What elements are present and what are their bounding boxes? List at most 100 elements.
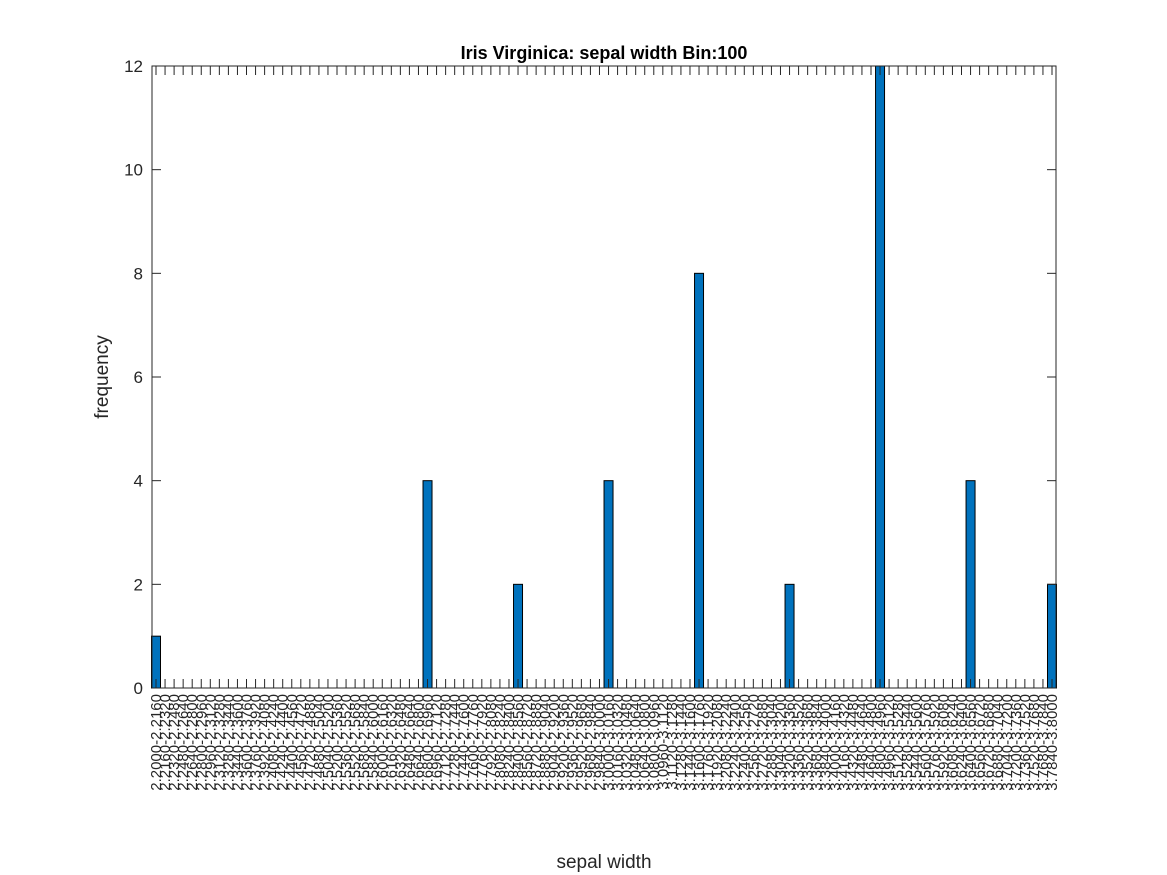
x-tick-label: 2.8240-2.8400 (501, 694, 518, 791)
x-tick-label: 3.5280-3.5440 (899, 694, 916, 791)
x-tick-label: 3.5120-3.5280 (890, 694, 907, 791)
x-tick-label: 3.4320-3.4480 (845, 694, 862, 791)
x-tick-label: 2.5680-2.5840 (356, 694, 373, 791)
x-tick-label: 2.9520-2.9680 (573, 694, 590, 791)
x-tick-label: 2.6800-2.6960 (420, 694, 437, 791)
x-tick-label: 2.8400-2.8560 (510, 694, 527, 791)
x-tick-label: 3.3360-3.3520 (791, 694, 808, 791)
y-tick-label: 10 (124, 161, 143, 180)
x-tick-label: 3.2400-3.2560 (736, 694, 753, 791)
x-tick-label: 3.5600-3.5760 (917, 694, 934, 791)
x-tick-label: 2.3600-2.3760 (239, 694, 256, 791)
x-tick-label: 3.4000-3.4160 (827, 694, 844, 791)
x-tick-label: 2.2640-2.2800 (184, 694, 201, 791)
x-tick-label: 2.5360-2.5520 (338, 694, 355, 791)
x-tick-label: 3.1120-3.1280 (664, 694, 681, 790)
x-tick-label: 2.7440-2.7600 (456, 694, 473, 791)
x-tick-label: 3.0960-3.1120 (655, 694, 672, 790)
x-tick-label: 3.7360-3.7520 (1017, 694, 1034, 791)
x-tick-label: 3.6880-3.7040 (990, 694, 1007, 791)
x-tick-label: 3.1760-3.1920 (700, 694, 717, 791)
x-tick-label: 3.4960-3.5120 (881, 694, 898, 791)
x-tick-label: 3.3840-3.4000 (818, 694, 835, 791)
x-tick-label: 3.2080-3.2240 (718, 694, 735, 791)
x-tick-label: 2.3280-2.3440 (220, 694, 237, 791)
x-tick-label: 2.2320-2.2480 (166, 694, 183, 791)
x-tick-label: 3.3200-3.3360 (782, 694, 799, 791)
x-tick-label: 2.9680-2.9840 (582, 694, 599, 791)
x-tick-label: 3.4640-3.4800 (863, 694, 880, 791)
x-tick-label: 2.7120-2.7280 (438, 694, 455, 791)
x-tick-label: 3.0480-3.0640 (628, 694, 645, 791)
x-tick-label: 2.4880-2.5040 (311, 694, 328, 791)
x-tick-label: 3.7200-3.7360 (1008, 694, 1025, 791)
x-tick-label: 2.4080-2.4240 (266, 694, 283, 791)
x-tick-label: 3.2560-3.2720 (745, 694, 762, 791)
x-tick-label: 2.2000-2.2160 (148, 694, 165, 791)
x-tick-label: 2.4400-2.4560 (284, 694, 301, 791)
bar (513, 583, 524, 689)
x-tick-label: 2.8080-2.8240 (492, 694, 509, 791)
x-tick-label: 2.3440-2.3600 (229, 694, 246, 791)
x-tick-label: 2.3760-2.3920 (248, 694, 265, 791)
x-tick-label: 2.3120-2.3280 (211, 694, 228, 791)
x-tick-label: 2.5840-2.6000 (365, 694, 382, 791)
x-tick-label: 2.4560-2.4720 (293, 694, 310, 791)
bar (784, 583, 795, 689)
x-tick-label: 3.2240-3.2400 (727, 694, 744, 791)
x-tick-label: 2.5200-2.5360 (329, 694, 346, 791)
x-tick-label: 3.1600-3.1760 (691, 694, 708, 791)
x-tick-label: 3.6560-3.6720 (972, 694, 989, 791)
x-tick-label: 3.5920-3.6080 (935, 694, 952, 791)
x-tick-label: 2.3920-2.4080 (257, 694, 274, 791)
x-tick-label: 3.1280-3.1440 (673, 694, 690, 791)
x-tick-label: 3.0640-3.0800 (637, 694, 654, 791)
x-tick-label: 3.1440-3.1600 (682, 694, 699, 791)
x-tick-label: 2.6640-2.6800 (410, 694, 427, 791)
x-tick-label: 2.7280-2.7440 (447, 694, 464, 791)
x-tick-label: 3.3040-3.3200 (772, 694, 789, 791)
x-tick-label: 2.2480-2.2640 (175, 694, 192, 791)
y-tick-label: 2 (134, 575, 143, 594)
x-tick-label: 2.4720-2.4880 (302, 694, 319, 791)
y-tick-label: 12 (124, 57, 143, 76)
x-tick-label: 3.5760-3.5920 (926, 694, 943, 791)
x-tick-label: 3.3520-3.3680 (800, 694, 817, 791)
x-tick-label: 3.0000-3.0160 (601, 694, 618, 791)
bar (875, 65, 886, 689)
x-tick-label: 3.0800-3.0960 (646, 694, 663, 791)
y-axis-label: frequency (92, 335, 113, 419)
x-tick-labels: 2.2000-2.21602.2160-2.23202.2320-2.24802… (148, 694, 1061, 791)
x-tick-label: 2.6960-2.7120 (429, 694, 446, 791)
x-tick-label: 2.9200-2.9360 (555, 694, 572, 791)
x-tick-label: 2.2800-2.2960 (193, 694, 210, 791)
y-tick-label: 0 (134, 679, 143, 698)
x-tick-label: 2.4240-2.4400 (275, 694, 292, 791)
x-tick-label: 2.6160-2.6320 (383, 694, 400, 791)
x-tick-label: 2.6480-2.6640 (401, 694, 418, 791)
x-tick-label: 3.6240-3.6400 (953, 694, 970, 791)
x-tick-label: 2.8880-2.9040 (537, 694, 554, 791)
bar (1047, 583, 1057, 689)
x-tick-label: 2.7600-2.7760 (465, 694, 482, 791)
x-tick-label: 2.7760-2.7920 (474, 694, 491, 791)
ticks-group (152, 65, 1056, 689)
y-tick-label: 6 (134, 368, 143, 387)
chart-title: Iris Virginica: sepal width Bin:100 (461, 43, 748, 63)
x-tick-label: 2.8560-2.8720 (519, 694, 536, 791)
y-tick-label: 4 (134, 472, 143, 491)
plot-area-frame (151, 65, 1057, 689)
y-tick-labels: 0 2 4 6 8 10 12 (124, 57, 143, 698)
x-tick-label: 3.4160-3.4320 (836, 694, 853, 791)
x-tick-label: 3.6720-3.6880 (981, 694, 998, 791)
x-tick-label: 2.6000-2.6160 (374, 694, 391, 791)
x-tick-label: 3.2720-3.2880 (754, 694, 771, 791)
x-tick-label: 2.2960-2.3120 (202, 694, 219, 791)
x-tick-label: 3.5440-3.5600 (908, 694, 925, 791)
x-tick-label: 2.5520-2.5680 (347, 694, 364, 791)
bar (965, 480, 976, 689)
x-tick-label: 3.7040-3.7200 (999, 694, 1016, 791)
x-tick-label: 3.6080-3.6240 (944, 694, 961, 791)
x-tick-label: 3.7520-3.7680 (1026, 694, 1043, 791)
